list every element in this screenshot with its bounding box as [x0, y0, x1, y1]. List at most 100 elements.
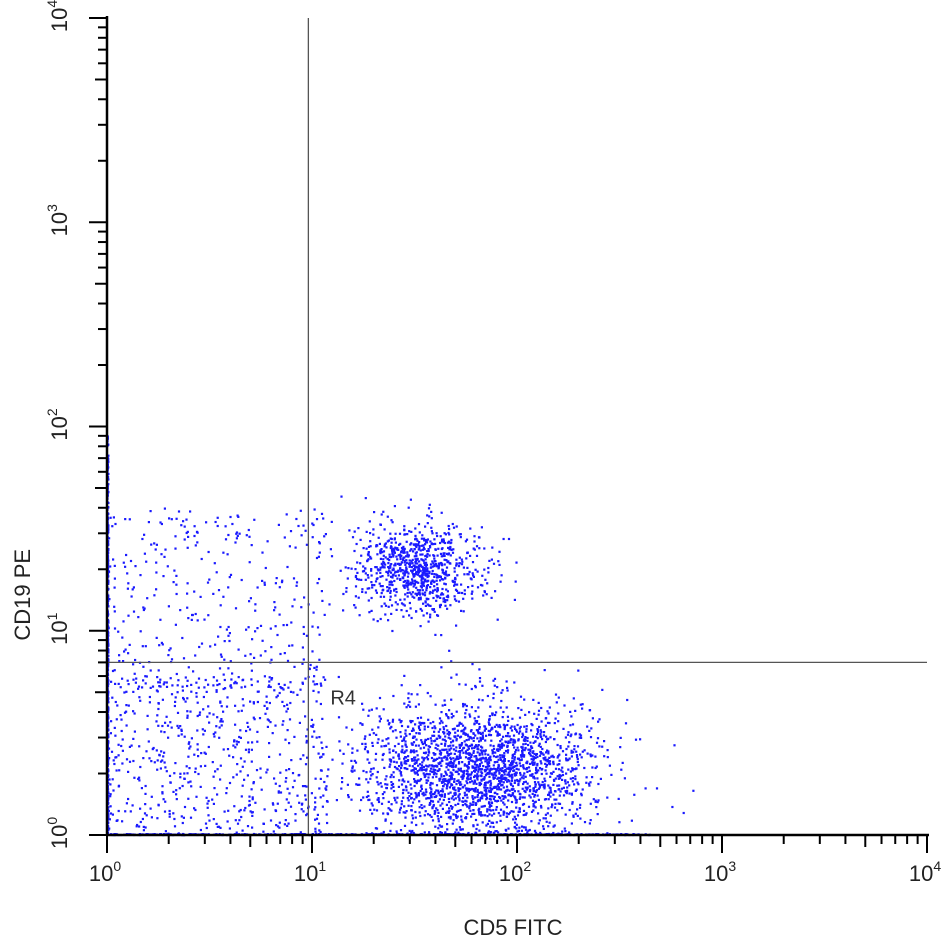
- data-point: [586, 725, 589, 728]
- data-point: [443, 552, 446, 555]
- data-point: [556, 730, 559, 733]
- data-point: [532, 735, 535, 738]
- data-point: [538, 767, 542, 770]
- data-point: [552, 761, 555, 764]
- data-point: [107, 814, 110, 817]
- data-point: [408, 530, 411, 533]
- data-point: [515, 771, 518, 774]
- data-point: [387, 800, 390, 803]
- data-point: [421, 576, 424, 579]
- data-point: [444, 770, 447, 773]
- data-point: [561, 773, 565, 777]
- data-point: [269, 627, 272, 630]
- data-point: [521, 753, 524, 757]
- data-point: [173, 817, 176, 821]
- data-point: [226, 553, 229, 556]
- data-point: [510, 773, 514, 776]
- data-point: [463, 740, 466, 743]
- data-point: [436, 554, 439, 557]
- data-point: [353, 604, 356, 607]
- data-point: [480, 757, 483, 760]
- data-point: [530, 758, 533, 761]
- data-point: [150, 543, 153, 546]
- data-point: [117, 754, 120, 757]
- data-point: [564, 830, 567, 833]
- data-point: [467, 760, 470, 764]
- data-point: [500, 699, 503, 703]
- data-point: [429, 770, 432, 773]
- data-point: [543, 787, 546, 790]
- data-point: [402, 580, 405, 583]
- data-point: [465, 704, 468, 708]
- data-point: [523, 737, 526, 741]
- data-point: [440, 742, 443, 745]
- data-point: [446, 763, 449, 766]
- data-point: [124, 810, 127, 813]
- data-point: [442, 600, 445, 603]
- data-point: [214, 731, 217, 734]
- data-point: [262, 830, 265, 833]
- data-point: [416, 592, 419, 596]
- data-point: [430, 799, 433, 802]
- data-point: [250, 662, 253, 665]
- data-point: [472, 739, 475, 742]
- data-point: [431, 800, 434, 803]
- data-point: [388, 553, 391, 556]
- data-point: [517, 757, 520, 760]
- data-point: [530, 745, 533, 748]
- data-point: [438, 779, 441, 782]
- data-point: [539, 785, 542, 788]
- data-point: [283, 683, 286, 686]
- data-point: [478, 799, 481, 802]
- data-point: [447, 753, 450, 756]
- data-point: [472, 803, 475, 806]
- data-point: [429, 786, 432, 789]
- data-point: [288, 545, 291, 548]
- data-point: [415, 782, 418, 785]
- data-point: [430, 530, 433, 533]
- data-point: [400, 554, 403, 557]
- data-point: [367, 781, 370, 784]
- data-point: [436, 769, 439, 772]
- data-point: [497, 748, 500, 751]
- data-point: [241, 698, 244, 701]
- data-point: [484, 757, 487, 760]
- data-point: [445, 758, 448, 761]
- data-point: [450, 741, 453, 744]
- data-point: [489, 798, 492, 801]
- data-point: [274, 724, 277, 727]
- data-point: [421, 548, 424, 551]
- data-point: [322, 517, 325, 520]
- data-point: [488, 723, 491, 726]
- data-point: [253, 656, 256, 659]
- data-point: [514, 796, 517, 799]
- data-point: [250, 544, 253, 547]
- data-point: [413, 735, 416, 738]
- data-point: [421, 589, 424, 592]
- data-point: [438, 749, 442, 752]
- data-point: [529, 754, 532, 757]
- data-point: [470, 737, 473, 740]
- data-point: [435, 807, 438, 810]
- data-point: [428, 831, 431, 834]
- data-point: [392, 555, 395, 558]
- data-point: [244, 654, 247, 657]
- data-point: [457, 750, 460, 753]
- data-point: [281, 700, 284, 703]
- data-point: [531, 799, 535, 802]
- data-point: [459, 536, 462, 539]
- data-point: [410, 616, 413, 620]
- data-point: [235, 740, 238, 743]
- data-point: [190, 690, 193, 693]
- data-point: [465, 772, 468, 776]
- data-point: [168, 815, 171, 818]
- data-point: [466, 782, 469, 785]
- data-point: [517, 790, 520, 793]
- data-point: [435, 594, 438, 597]
- data-point: [492, 744, 495, 748]
- data-point: [467, 778, 470, 781]
- data-point: [169, 677, 172, 680]
- data-point: [446, 552, 449, 555]
- data-point: [452, 762, 455, 765]
- data-point: [601, 688, 604, 691]
